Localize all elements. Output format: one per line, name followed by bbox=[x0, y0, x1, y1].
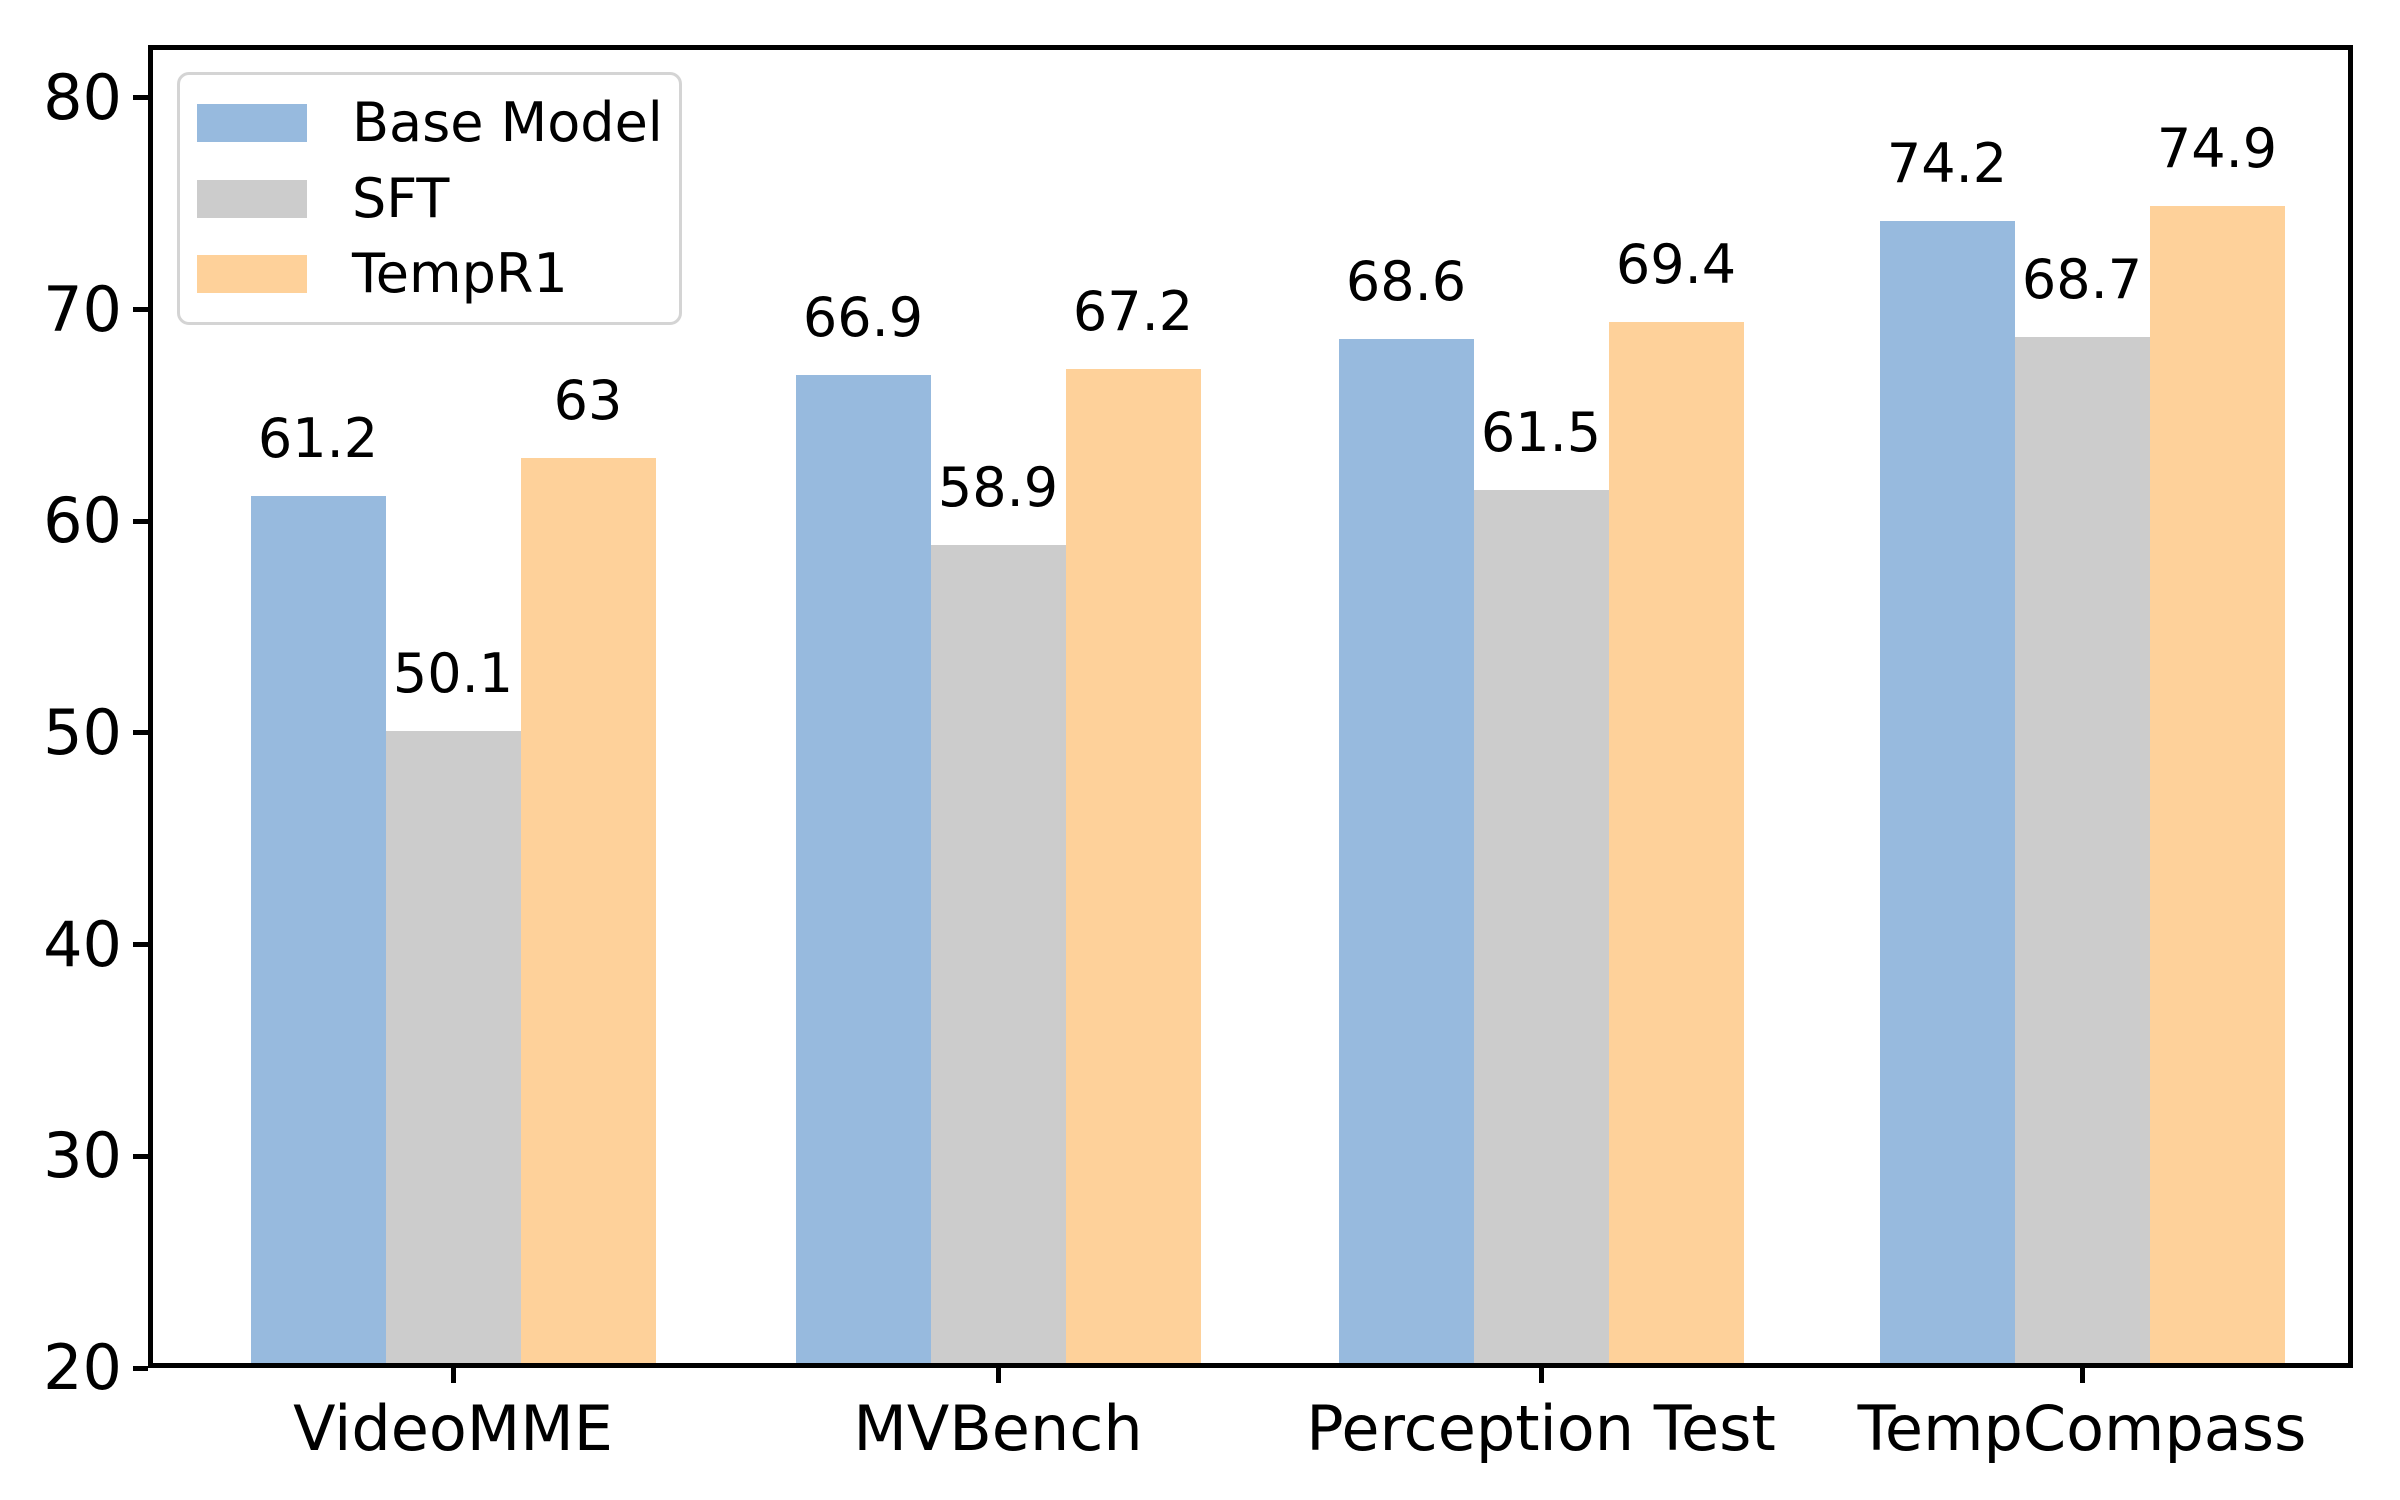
y-axis-tick-label: 20 bbox=[43, 1331, 122, 1404]
bar-value-label: 58.9 bbox=[937, 455, 1059, 519]
bar-sft bbox=[930, 544, 1066, 1368]
y-axis-tick-label: 40 bbox=[43, 907, 122, 981]
x-axis-tick bbox=[2079, 1368, 2085, 1383]
legend-label: TempR1 bbox=[352, 242, 568, 306]
bar-value-label: 67.2 bbox=[1072, 279, 1194, 343]
y-axis-tick bbox=[133, 95, 148, 101]
y-axis-tick bbox=[133, 307, 148, 313]
bar-value-label: 63 bbox=[553, 368, 623, 432]
y-axis-tick bbox=[133, 1365, 148, 1371]
legend-swatch-icon bbox=[197, 103, 307, 142]
x-axis-tick bbox=[1538, 1368, 1544, 1383]
y-axis-tick bbox=[133, 518, 148, 524]
bar-value-label: 66.9 bbox=[802, 286, 924, 350]
bar-sft bbox=[1473, 489, 1609, 1368]
bar-value-label: 68.6 bbox=[1345, 250, 1467, 314]
y-axis-tick-label: 70 bbox=[43, 272, 122, 346]
legend-label: SFT bbox=[352, 166, 450, 230]
bar-tempr1 bbox=[1608, 322, 1744, 1368]
bar-base-model bbox=[1338, 339, 1474, 1368]
legend-item-base-model: Base Model bbox=[180, 85, 679, 161]
bar-tempr1 bbox=[2149, 205, 2285, 1368]
bar-sft bbox=[385, 730, 521, 1368]
x-axis-category-label: VideoMME bbox=[293, 1392, 613, 1465]
x-axis-category-label: TempCompass bbox=[1857, 1392, 2307, 1465]
legend-item-sft: SFT bbox=[180, 161, 679, 237]
legend-item-tempr1: TempR1 bbox=[180, 236, 679, 312]
bar-base-model bbox=[1879, 220, 2015, 1368]
bar-value-label: 61.5 bbox=[1480, 400, 1602, 464]
bar-value-label: 50.1 bbox=[392, 641, 514, 705]
bar-value-label: 69.4 bbox=[1615, 233, 1737, 297]
x-axis-tick bbox=[450, 1368, 456, 1383]
x-axis-category-label: Perception Test bbox=[1306, 1392, 1776, 1465]
legend-swatch-icon bbox=[197, 255, 307, 294]
legend-label: Base Model bbox=[352, 90, 663, 154]
x-axis-tick bbox=[995, 1368, 1001, 1383]
bar-base-model bbox=[795, 375, 931, 1368]
legend-swatch-icon bbox=[197, 179, 307, 218]
bar-value-label: 61.2 bbox=[257, 406, 379, 470]
bar-value-label: 74.2 bbox=[1886, 131, 2008, 195]
y-axis-tick-label: 50 bbox=[43, 695, 122, 769]
bar-tempr1 bbox=[1065, 368, 1201, 1368]
x-axis-category-label: MVBench bbox=[853, 1392, 1143, 1465]
bar-value-label: 74.9 bbox=[2156, 116, 2278, 180]
y-axis-tick bbox=[133, 942, 148, 948]
bar-sft bbox=[2014, 337, 2150, 1368]
y-axis-tick bbox=[133, 730, 148, 736]
y-axis-tick-label: 80 bbox=[43, 60, 122, 134]
y-axis-tick bbox=[133, 1153, 148, 1159]
bar-tempr1 bbox=[520, 457, 656, 1368]
y-axis-tick-label: 60 bbox=[43, 484, 122, 558]
y-axis-tick-label: 30 bbox=[43, 1119, 122, 1193]
bar-base-model bbox=[250, 495, 386, 1368]
bar-value-label: 68.7 bbox=[2021, 248, 2143, 312]
legend: Base Model SFT TempR1 bbox=[177, 72, 682, 325]
